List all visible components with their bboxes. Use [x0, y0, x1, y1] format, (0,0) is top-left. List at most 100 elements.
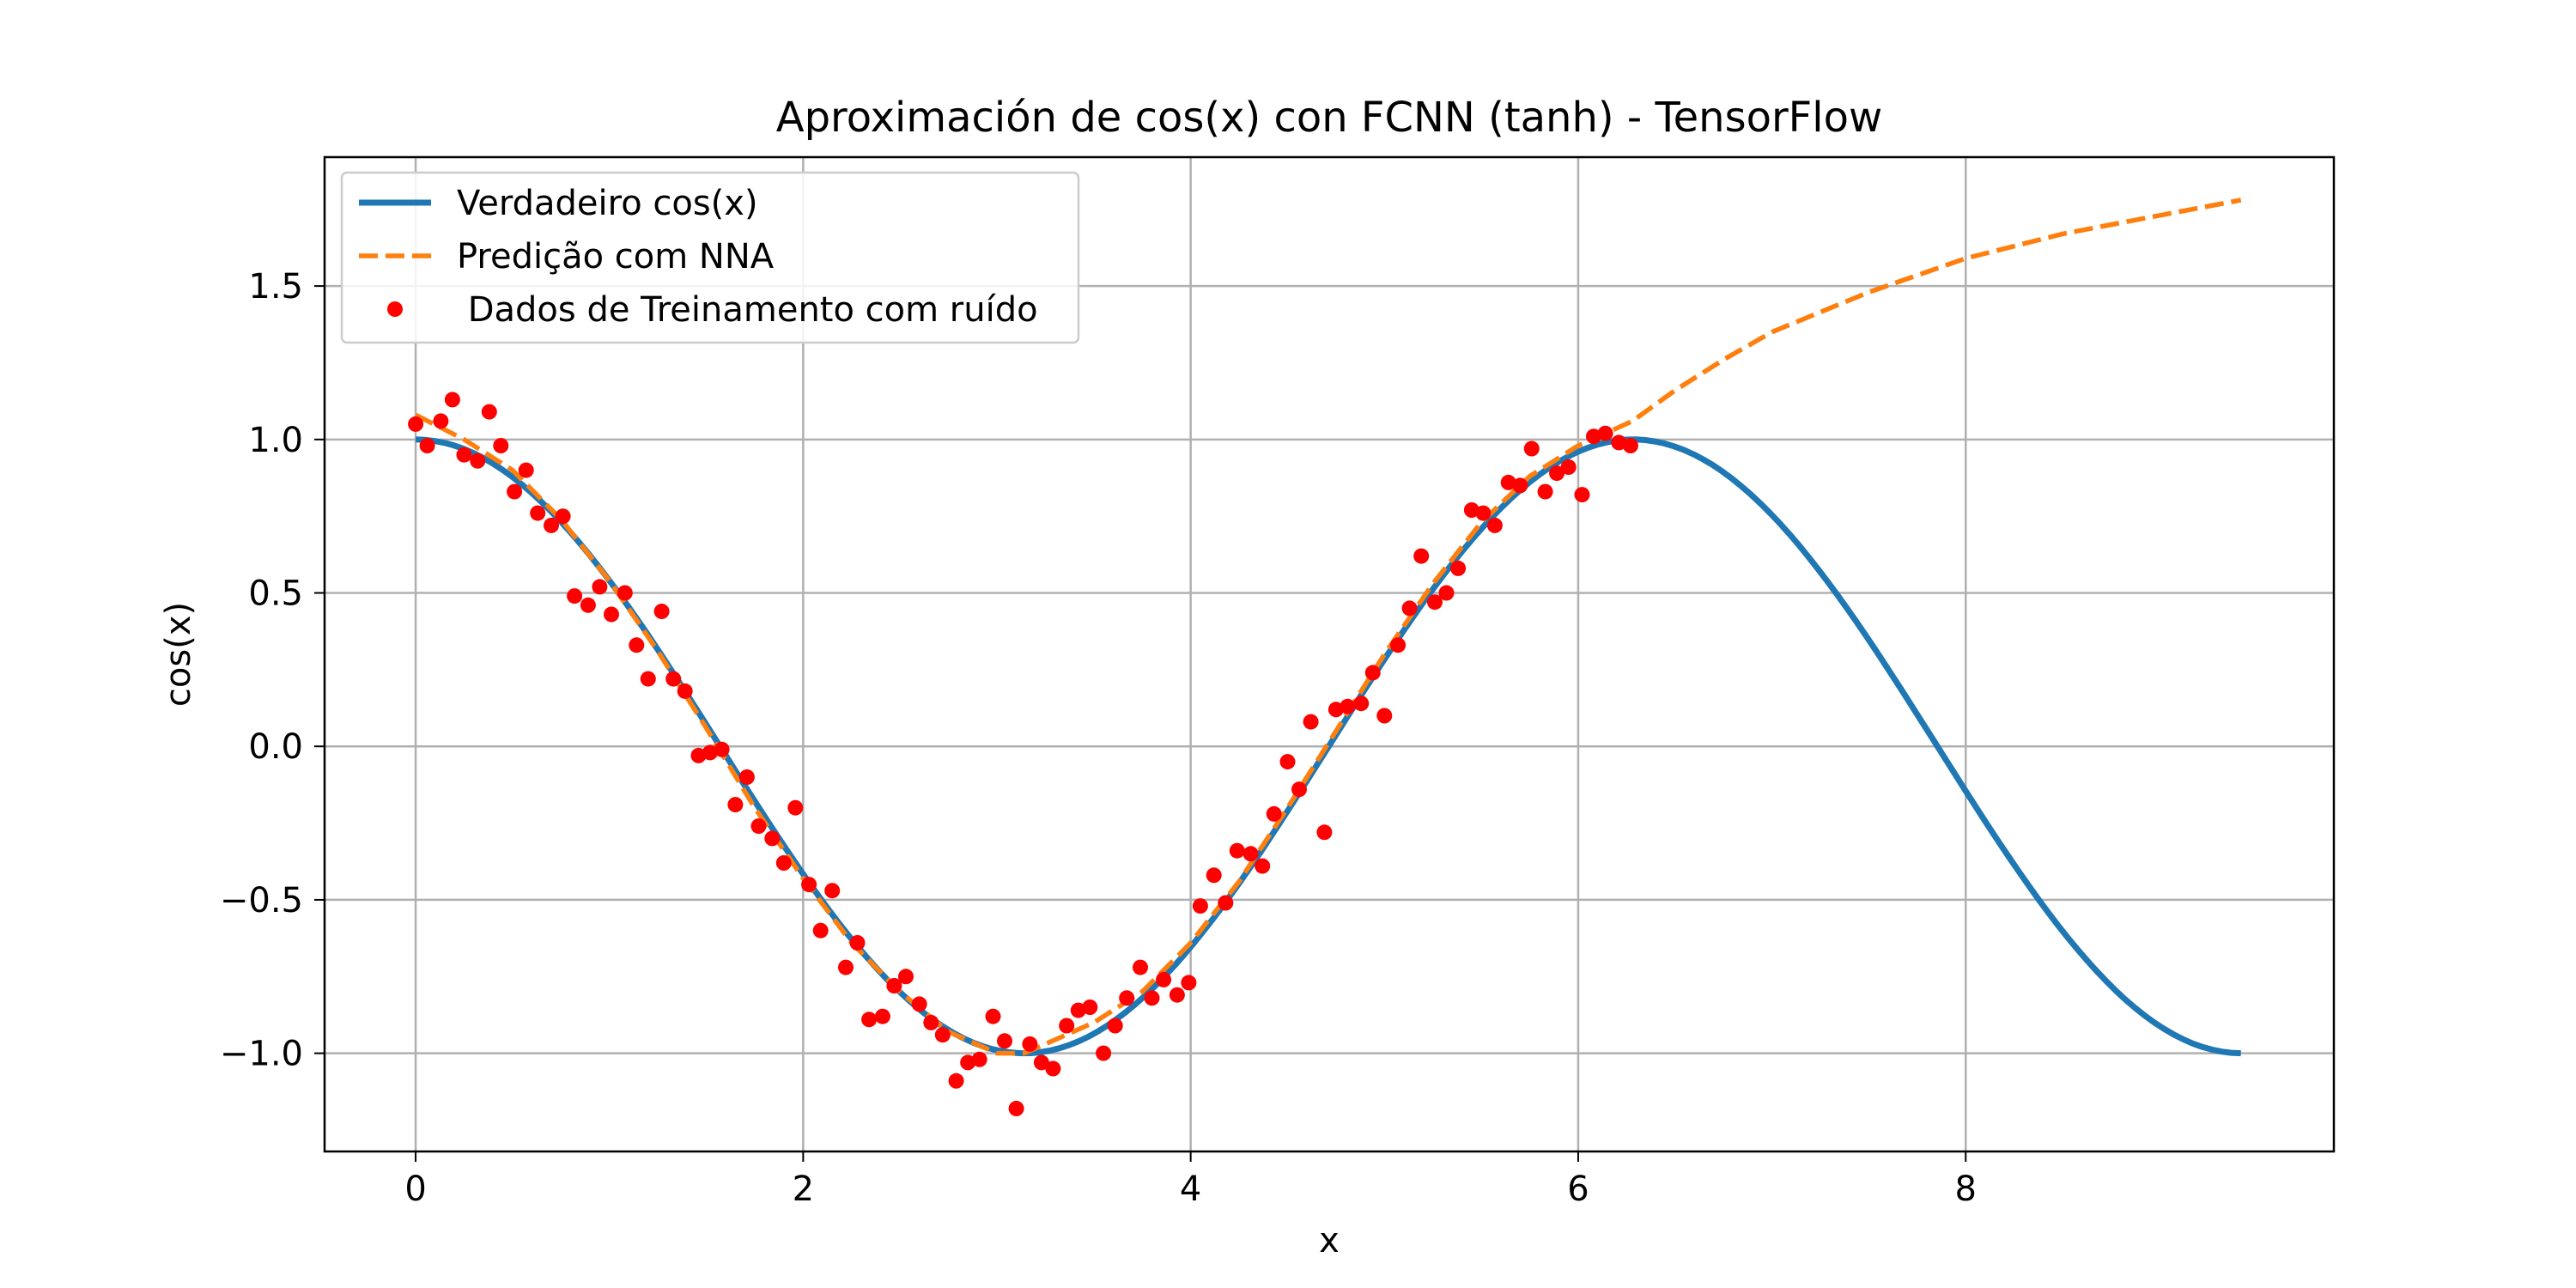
y-tick-label: −0.5 [220, 881, 303, 920]
training-data-point [838, 959, 854, 975]
training-data-point [653, 604, 670, 619]
training-data-point [1218, 895, 1234, 911]
training-data-point [1316, 824, 1333, 841]
series-line-prediction [414, 197, 2242, 1056]
y-tick-label: 0.5 [248, 574, 303, 614]
training-data-point [738, 769, 755, 785]
training-data-point [592, 579, 608, 595]
training-data-point [934, 1027, 951, 1043]
training-data-point [456, 447, 472, 463]
legend-label-true-cos: Verdadeiro cos(x) [457, 184, 758, 223]
training-data-point [1574, 487, 1590, 503]
training-data-point [1376, 708, 1393, 724]
training-data-point [764, 830, 781, 847]
training-data-point [665, 671, 682, 687]
y-tick-label: 1.0 [248, 421, 303, 460]
training-data-point [640, 671, 656, 687]
training-data-point [1169, 987, 1185, 1003]
training-data-point [1133, 959, 1148, 975]
training-data-point [1611, 434, 1627, 451]
legend-label-training-data: Dados de Treinamento com ruído [457, 290, 1038, 330]
training-data-point [787, 799, 804, 816]
training-data-point [1560, 459, 1577, 475]
training-data-point [1390, 637, 1406, 653]
training-data-point [1255, 858, 1271, 874]
training-data-point [470, 453, 486, 469]
training-data-point [1512, 477, 1528, 494]
training-data-point [1486, 517, 1503, 533]
axes-frame [323, 155, 2336, 1153]
training-data-point [1156, 971, 1172, 987]
training-data-point [1401, 600, 1418, 617]
training-data-point [812, 922, 829, 939]
training-data-point [985, 1008, 1001, 1024]
training-data-point [714, 741, 730, 757]
training-data-point [1427, 594, 1443, 611]
training-data-point [1413, 548, 1430, 564]
training-data-point [1242, 846, 1259, 862]
training-data-point [960, 1054, 976, 1071]
training-data-point [444, 392, 460, 408]
x-tick-label: 4 [1180, 1170, 1201, 1209]
training-data-point [1291, 781, 1307, 798]
training-data-point [580, 597, 596, 613]
training-data-point [1181, 975, 1197, 991]
training-data-point [408, 416, 424, 432]
grid [325, 157, 2334, 1151]
x-axis-label: x [1319, 1221, 1340, 1261]
training-data-point [677, 683, 693, 699]
training-data-point [1107, 1018, 1123, 1034]
training-data-point [507, 483, 523, 500]
training-data-point [1537, 483, 1553, 500]
training-data-point [493, 438, 509, 453]
training-data-point [750, 818, 767, 835]
training-data-point [1266, 805, 1282, 822]
training-data-point [801, 877, 817, 893]
training-data-point [1523, 440, 1540, 457]
training-data-point [1586, 428, 1601, 445]
training-data-point [1144, 990, 1160, 1006]
training-data-point [433, 413, 449, 429]
training-data-point [997, 1033, 1012, 1049]
training-data-point [911, 996, 927, 1012]
training-data-point [1279, 754, 1296, 770]
training-data-point [1096, 1045, 1112, 1061]
x-tick-label: 0 [404, 1170, 426, 1209]
training-data-point [481, 404, 497, 420]
training-data-point [1229, 842, 1245, 859]
x-tick-label: 8 [1955, 1170, 1977, 1209]
x-tick-label: 2 [793, 1170, 814, 1209]
axis-ticks: 0 2 4 6 8 −1.0 −0.5 0.0 0.5 1.0 1.5 [220, 267, 1977, 1209]
training-data-point [1597, 425, 1613, 441]
legend-swatch-training-data [387, 301, 403, 317]
training-data-point [727, 797, 744, 813]
legend: Verdadeiro cos(x) Predição com NNA Dados… [340, 171, 1080, 344]
training-data-point [1059, 1018, 1075, 1034]
training-data-point [923, 1014, 939, 1030]
training-data-point [971, 1051, 987, 1067]
y-axis-label: cos(x) [159, 602, 198, 707]
training-data-point [948, 1072, 964, 1089]
training-data-point [1206, 867, 1222, 884]
x-tick-label: 6 [1567, 1170, 1589, 1209]
training-data-point [1364, 665, 1381, 681]
training-data-point [1353, 696, 1370, 712]
training-data-point [567, 588, 583, 605]
training-data-point [1119, 990, 1135, 1006]
training-data-point [702, 744, 718, 761]
training-data-point [1500, 474, 1516, 490]
training-data-point [1082, 999, 1098, 1015]
y-tick-label: −1.0 [220, 1035, 303, 1074]
training-data-point [886, 978, 902, 993]
training-data-point [775, 855, 792, 871]
training-data-point [1622, 438, 1638, 453]
training-data-point [1450, 560, 1467, 576]
training-data-point [1045, 1060, 1061, 1077]
y-tick-label: 0.0 [248, 727, 303, 767]
training-data-point [874, 1008, 890, 1024]
training-data-point [1438, 585, 1455, 601]
training-data-point [690, 747, 707, 763]
training-data-point [1192, 898, 1208, 914]
training-data-point [555, 508, 571, 525]
